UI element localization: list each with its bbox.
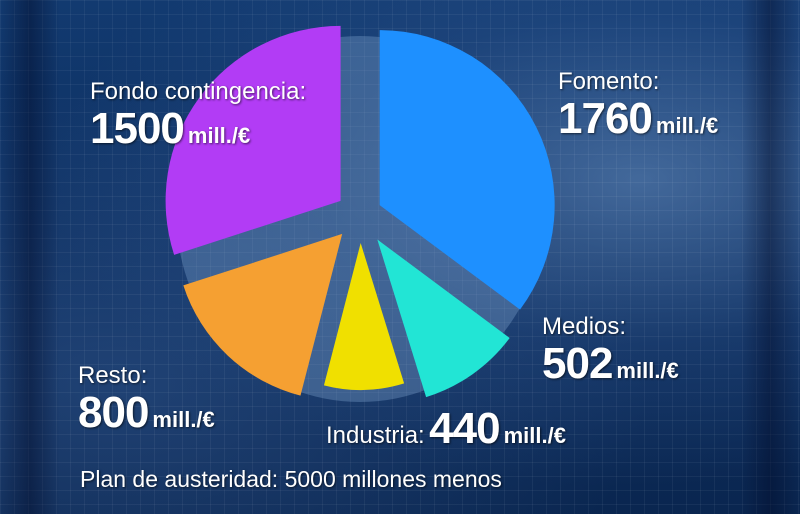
background-stripe [0, 0, 60, 514]
background-stripe [740, 0, 800, 514]
label-medios: Medios: 502 mill./€ [542, 313, 679, 387]
pie-slice-resto [183, 233, 343, 396]
chart-footer-caption: Plan de austeridad: 5000 millones menos [80, 466, 502, 492]
slice-name: Fomento: [558, 68, 660, 95]
slice-value: 800 [78, 388, 149, 437]
slice-name: Resto: [78, 362, 148, 389]
label-fomento: Fomento: 1760 mill./€ [558, 68, 718, 142]
slice-name: Medios: [542, 313, 627, 340]
slice-value: 1500 [90, 104, 185, 153]
slice-unit: mill./€ [655, 113, 719, 138]
label-fondo-contingencia: Fondo contingencia: 1500 mill./€ [90, 78, 306, 152]
pie-slice-medios [377, 239, 510, 398]
slice-value: 440 [429, 404, 500, 453]
slice-unit: mill./€ [152, 407, 215, 432]
slice-value: 1760 [558, 94, 653, 143]
slice-name: Industria: [326, 422, 425, 449]
slice-name: Fondo contingencia: [90, 78, 307, 105]
pie-slice-industria [323, 242, 405, 390]
slice-unit: mill./€ [616, 358, 679, 383]
label-resto: Resto: 800 mill./€ [78, 362, 215, 436]
pie-slice-fomento [379, 30, 555, 310]
slice-value: 502 [542, 339, 613, 388]
pie-slice-fondo-contingencia [165, 25, 341, 255]
slice-unit: mill./€ [503, 423, 566, 448]
slice-unit: mill./€ [187, 123, 251, 148]
label-industria: Industria: 440 mill./€ [326, 406, 566, 452]
